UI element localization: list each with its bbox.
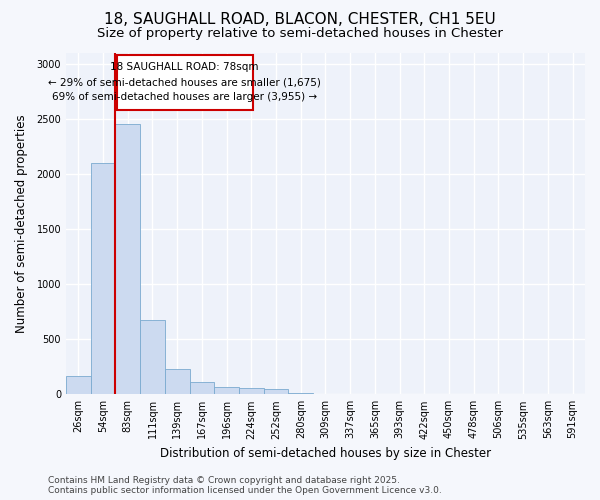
Bar <box>91 163 115 394</box>
Text: 18, SAUGHALL ROAD, BLACON, CHESTER, CH1 5EU: 18, SAUGHALL ROAD, BLACON, CHESTER, CH1 … <box>104 12 496 28</box>
Bar <box>66 376 91 394</box>
Text: ← 29% of semi-detached houses are smaller (1,675): ← 29% of semi-detached houses are smalle… <box>48 78 321 88</box>
Text: Contains HM Land Registry data © Crown copyright and database right 2025.
Contai: Contains HM Land Registry data © Crown c… <box>48 476 442 495</box>
Text: 18 SAUGHALL ROAD: 78sqm: 18 SAUGHALL ROAD: 78sqm <box>110 62 259 72</box>
Text: 69% of semi-detached houses are larger (3,955) →: 69% of semi-detached houses are larger (… <box>52 92 317 102</box>
X-axis label: Distribution of semi-detached houses by size in Chester: Distribution of semi-detached houses by … <box>160 447 491 460</box>
Bar <box>165 369 190 394</box>
Y-axis label: Number of semi-detached properties: Number of semi-detached properties <box>15 114 28 332</box>
Bar <box>115 124 140 394</box>
Bar <box>263 389 289 394</box>
Bar <box>190 382 214 394</box>
Bar <box>239 388 263 394</box>
FancyBboxPatch shape <box>116 54 253 110</box>
Bar <box>289 392 313 394</box>
Bar <box>214 386 239 394</box>
Text: Size of property relative to semi-detached houses in Chester: Size of property relative to semi-detach… <box>97 28 503 40</box>
Bar <box>140 320 165 394</box>
